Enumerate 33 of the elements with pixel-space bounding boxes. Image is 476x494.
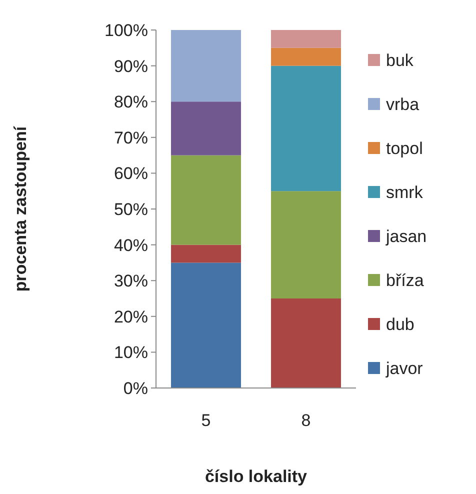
x-tick-label: 8 bbox=[301, 411, 311, 430]
y-axis-title: procenta zastoupení bbox=[11, 125, 30, 292]
y-tick-label: 0% bbox=[123, 378, 148, 398]
bar bbox=[171, 262, 241, 388]
y-tick-label: 80% bbox=[114, 92, 148, 112]
legend-label: vrba bbox=[386, 94, 420, 114]
legend-label: smrk bbox=[386, 182, 424, 202]
y-tick-label: 40% bbox=[114, 236, 148, 255]
legend-label: buk bbox=[386, 50, 414, 70]
x-axis-title: číslo lokality bbox=[204, 467, 308, 486]
bar bbox=[171, 244, 241, 263]
bar bbox=[271, 66, 341, 192]
bar bbox=[171, 155, 241, 245]
bar bbox=[271, 30, 341, 48]
y-tick-label: 20% bbox=[114, 307, 148, 326]
y-tick-label: 60% bbox=[114, 164, 148, 184]
bar bbox=[271, 191, 341, 298]
y-tick-label: 30% bbox=[114, 272, 148, 291]
legend-label: bříza bbox=[386, 270, 424, 290]
legend-label: javor bbox=[385, 358, 424, 378]
bar bbox=[171, 30, 241, 102]
legend-label: jasan bbox=[385, 226, 427, 246]
x-tick-label: 5 bbox=[201, 411, 211, 430]
y-tick-label: 70% bbox=[114, 128, 148, 148]
legend-label: dub bbox=[386, 314, 414, 334]
bar bbox=[271, 48, 341, 66]
legend-label: topol bbox=[386, 138, 423, 158]
y-tick-label: 100% bbox=[104, 20, 148, 40]
y-tick-label: 10% bbox=[114, 343, 148, 362]
y-tick-label: 90% bbox=[114, 56, 148, 76]
y-tick-label: 50% bbox=[114, 200, 148, 219]
bar bbox=[271, 298, 341, 388]
bar bbox=[171, 102, 241, 156]
